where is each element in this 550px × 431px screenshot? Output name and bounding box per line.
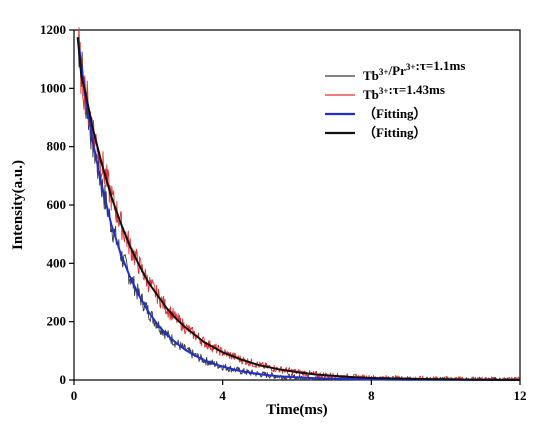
plot-frame: [73, 29, 521, 381]
legend-label: Tb3+/Pr3+:τ=1.1ms: [363, 58, 465, 83]
series-line-1: [77, 27, 520, 381]
legend-label-sup: 3+: [379, 67, 389, 77]
legend-label: （Fitting）: [363, 106, 427, 121]
x-axis-title: Time(ms): [266, 402, 327, 418]
y-tick-label: 600: [47, 197, 67, 212]
y-tick-label: 400: [47, 255, 67, 270]
legend-label-part: Tb: [363, 68, 379, 83]
legend: Tb3+/Pr3+:τ=1.1msTb3+:τ=1.43ms（Fitting）（…: [325, 58, 465, 140]
legend-label-part: :τ=1.1ms: [416, 58, 466, 73]
series-line-2: [76, 37, 520, 381]
legend-label-part: :τ=1.43ms: [389, 82, 445, 97]
series-line-3: [76, 37, 521, 381]
legend-label-sup: 3+: [406, 62, 416, 72]
series-layer: [76, 27, 521, 381]
legend-label-part: Tb: [363, 87, 379, 102]
x-tick-label: 8: [368, 388, 375, 403]
x-tick-label: 4: [219, 388, 226, 403]
y-tick-label: 800: [47, 139, 67, 154]
series-line-0: [77, 37, 520, 381]
x-tick-label: 0: [71, 388, 78, 403]
y-tick-label: 0: [60, 372, 67, 387]
x-tick-label: 12: [514, 388, 527, 403]
ticks-layer: 0 4 8 12 0 200 400 600 800 1000 1200: [40, 22, 527, 403]
legend-label-sup: 3+: [379, 86, 389, 96]
legend-label: （Fitting）: [363, 125, 427, 140]
y-tick-label: 200: [47, 314, 67, 329]
y-tick-label: 1000: [40, 80, 66, 95]
y-tick-label: 1200: [40, 22, 66, 37]
legend-label-part: /Pr: [388, 63, 407, 78]
y-axis-title: Intensity(a.u.): [10, 160, 26, 250]
legend-label: Tb3+:τ=1.43ms: [363, 82, 445, 102]
